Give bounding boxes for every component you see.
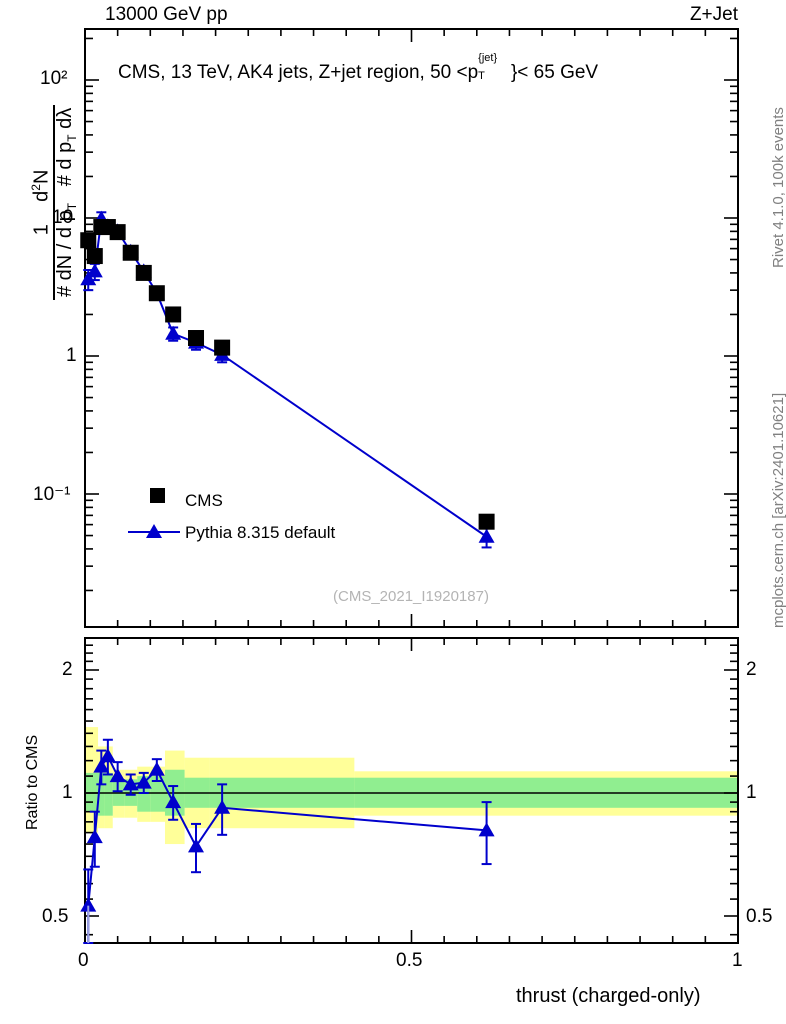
mc-marker-triangle-ratio: [122, 776, 139, 791]
ratio-y-tick-2-right: 2: [746, 659, 757, 680]
mc-marker-triangle-ratio: [135, 774, 152, 789]
mc-marker-triangle-ratio: [188, 838, 205, 853]
header-beam-energy: 13000 GeV pp: [105, 4, 228, 25]
mc-marker-triangle: [165, 325, 182, 340]
ratio-band-inner: [98, 772, 105, 816]
x-axis-label: thrust (charged-only): [516, 985, 701, 1007]
data-marker-square: [478, 513, 495, 530]
plot-title-suffix: }< 65 GeV: [510, 62, 599, 83]
data-marker-square: [148, 285, 165, 302]
legend-label-cms: CMS: [185, 491, 223, 510]
ratio-y-tick-2-left: 2: [62, 659, 73, 680]
data-marker-square: [122, 244, 139, 261]
y-tick-10: 10: [52, 207, 74, 228]
main-panel-frame: [84, 28, 739, 628]
mc-marker-triangle: [478, 528, 495, 543]
mc-marker-triangle-ratio: [86, 829, 103, 844]
y-tick-1e2: 10²: [40, 68, 68, 89]
mc-marker-triangle-ratio: [109, 768, 126, 783]
data-marker-square: [80, 232, 97, 249]
ratio-band-inner: [104, 772, 113, 816]
legend-label-pythia: Pythia 8.315 default: [185, 523, 336, 542]
plot-title-prefix: CMS, 13 TeV, AK4 jets, Z+jet region, 50 …: [118, 62, 479, 83]
data-marker-square: [165, 306, 182, 323]
ratio-y-tick-05-right: 0.5: [746, 906, 773, 927]
y-tick-1: 1: [66, 345, 77, 366]
mc-marker-triangle-ratio: [214, 799, 231, 814]
mc-marker-triangle-ratio: [99, 748, 116, 763]
plot-title: CMS, 13 TeV, AK4 jets, Z+jet region, 50 …: [118, 52, 599, 84]
data-marker-square: [86, 248, 103, 265]
ratio-y-tick-1-right: 1: [746, 782, 757, 803]
x-tick-0: 0: [78, 950, 89, 971]
x-tick-05: 0.5: [396, 950, 423, 971]
mc-marker-triangle-ratio: [80, 897, 97, 912]
mc-marker-triangle: [86, 263, 103, 278]
mc-line-ratio: [87, 754, 487, 906]
data-marker-square: [188, 330, 205, 347]
mc-marker-triangle: [80, 271, 97, 286]
mc-marker-triangle-ratio: [165, 794, 182, 809]
plot-title-sup: {jet}: [478, 52, 498, 64]
mc-marker-triangle-ratio: [93, 758, 110, 773]
legend-marker-square: [150, 488, 165, 503]
legend-marker-triangle: [146, 524, 162, 538]
analysis-id-watermark: (CMS_2021_I1920187): [333, 588, 489, 605]
ratio-band-inner: [150, 776, 165, 812]
ratio-y-tick-1-left: 1: [62, 782, 73, 803]
data-marker-square: [109, 224, 126, 241]
mc-marker-triangle-ratio: [478, 822, 495, 837]
header-analysis-region: Z+Jet: [689, 4, 738, 25]
plot-title-sub: T: [478, 70, 485, 82]
ratio-y-tick-05-left: 0.5: [42, 906, 69, 927]
x-tick-1: 1: [732, 950, 743, 971]
mc-marker-triangle-ratio: [148, 761, 165, 776]
y-tick-1e-1: 10⁻¹: [33, 484, 71, 505]
data-marker-square: [135, 264, 152, 281]
data-marker-square: [214, 339, 231, 356]
